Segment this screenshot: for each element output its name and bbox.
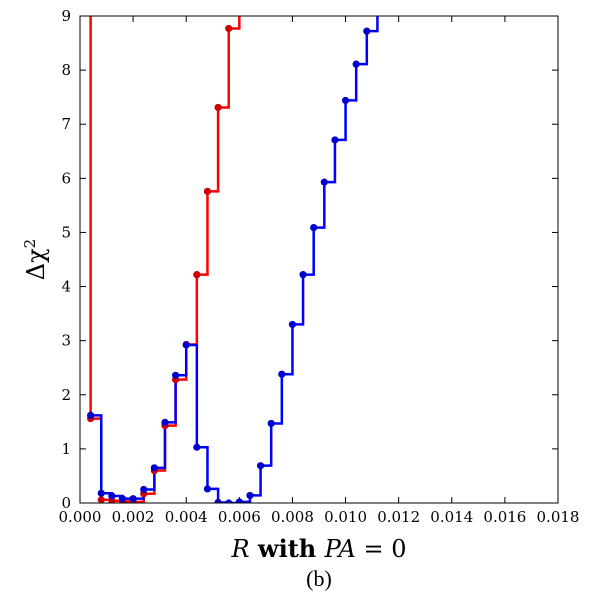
chart-caption: (b) <box>306 566 332 591</box>
x-axis-title-var: R <box>230 535 249 563</box>
y-tick-label: 2 <box>61 386 71 404</box>
series-1-point <box>331 136 339 144</box>
y-axis-title-prefix: Δχ <box>22 248 50 280</box>
x-tick-label: 0.016 <box>483 508 526 526</box>
series-1-point <box>150 464 158 472</box>
x-axis-title-suffix: = 0 <box>356 535 407 563</box>
y-tick-label: 4 <box>61 278 71 296</box>
x-tick-label: 0.014 <box>430 508 473 526</box>
series-group <box>87 16 379 503</box>
y-tick-label: 7 <box>61 115 71 133</box>
series-1-point <box>310 223 318 232</box>
series-1-point <box>97 489 105 497</box>
series-1-point <box>278 370 286 378</box>
series-1-point <box>320 178 328 186</box>
x-tick-label: 0.018 <box>537 508 580 526</box>
series-0-point <box>97 496 105 503</box>
y-tick-label: 3 <box>61 332 71 350</box>
x-axis-title: R with PA = 0 <box>230 534 406 563</box>
series-1-point <box>87 411 95 419</box>
x-tick-label: 0.008 <box>271 508 314 526</box>
x-tick-label: 0.004 <box>165 508 208 526</box>
series-1-point <box>182 341 190 349</box>
series-1-point <box>256 462 265 470</box>
series-1-point <box>108 492 116 500</box>
x-tick-label: 0.010 <box>324 508 367 526</box>
x-tick-label: 0.002 <box>112 508 155 526</box>
series-0-point <box>193 271 201 279</box>
series-1-point <box>140 485 148 494</box>
series-1-point <box>299 271 307 279</box>
y-tick-label: 9 <box>61 7 71 25</box>
y-axis-title-superscript: 2 <box>21 239 39 249</box>
series-1-point <box>161 418 169 426</box>
series-0-point <box>203 187 212 195</box>
series-1-point <box>235 498 243 503</box>
x-axis-title-expr: PA <box>324 535 356 563</box>
series-layer <box>87 16 379 503</box>
series-1-point <box>267 419 275 428</box>
plot-frame <box>79 15 559 504</box>
series-1-point <box>246 491 254 500</box>
x-tick-label: 0.012 <box>377 508 420 526</box>
x-tick-label: 0.006 <box>218 508 261 526</box>
y-tick-label: 5 <box>61 223 71 241</box>
series-1-point <box>203 485 212 493</box>
series-1-point <box>172 371 180 379</box>
series-1-point <box>363 27 371 35</box>
series-1-point <box>214 498 222 503</box>
series-1-point <box>225 499 233 503</box>
y-axis-title: Δχ2 <box>21 239 50 280</box>
series-line-0 <box>89 16 241 503</box>
series-1-point <box>129 495 137 503</box>
series-line-1 <box>90 16 379 503</box>
series-1-point <box>288 320 297 329</box>
series-1-point <box>193 443 201 451</box>
x-tick-label: 0.000 <box>59 508 102 526</box>
series-0-point <box>225 24 233 33</box>
series-1-point <box>352 60 360 68</box>
series-1-point <box>341 96 350 105</box>
y-tick-label: 1 <box>61 440 71 458</box>
series-0-point <box>214 103 222 112</box>
y-tick-label: 8 <box>61 61 71 79</box>
series-1-point <box>118 495 127 503</box>
y-tick-label: 0 <box>61 494 71 512</box>
x-axis-title-text: with <box>250 534 325 563</box>
ticks-layer: 0.000 0.002 0.004 0.006 0.008 0.010 0.012 0.014… <box>59 7 580 526</box>
y-tick-label: 6 <box>61 169 71 187</box>
